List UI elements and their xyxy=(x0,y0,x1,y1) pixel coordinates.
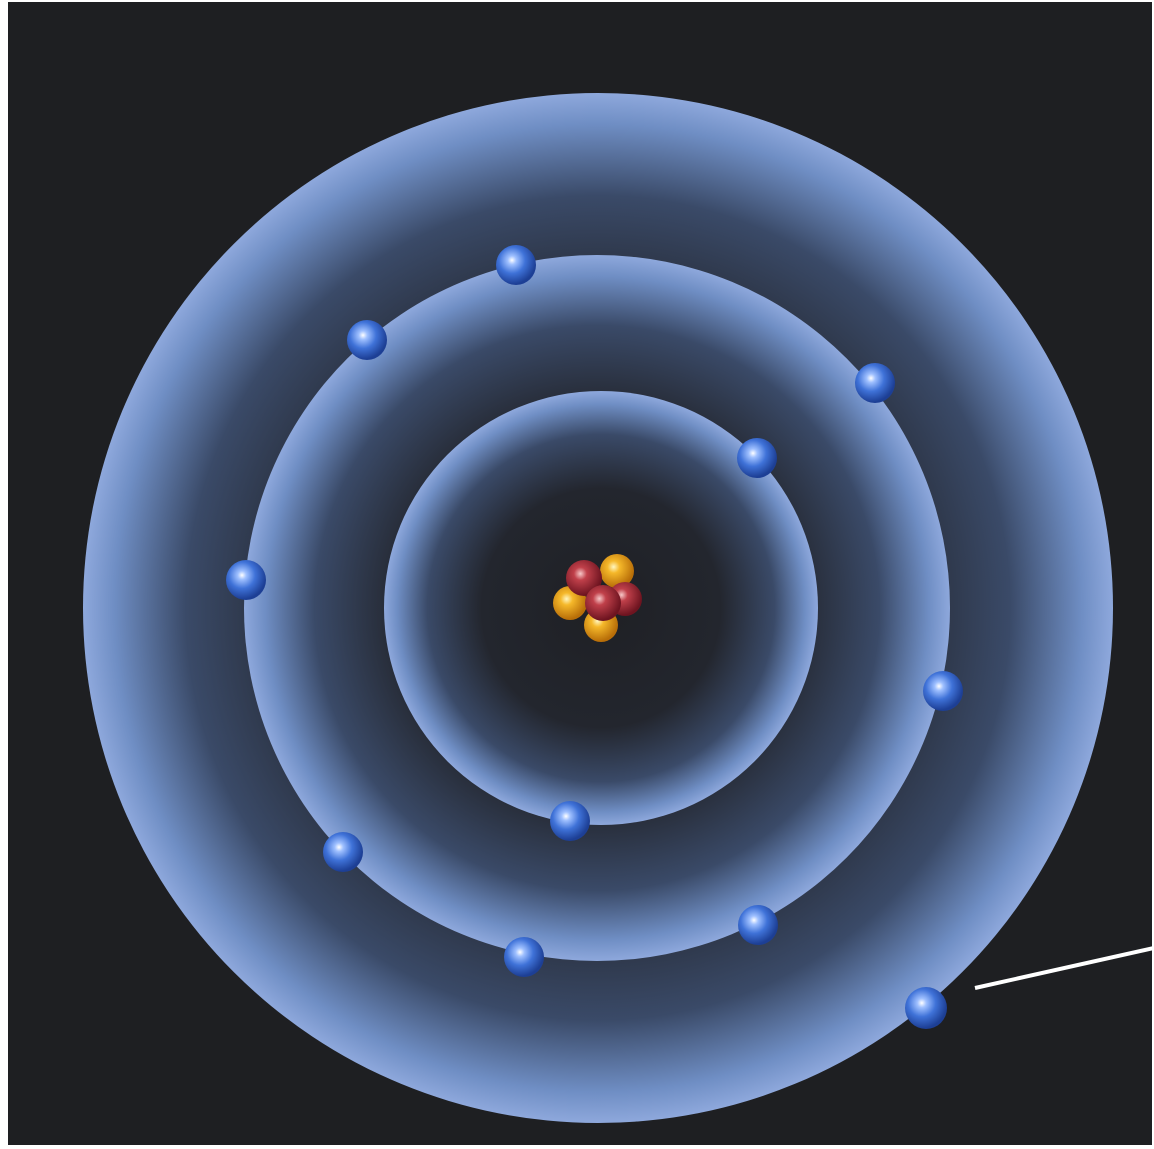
electron xyxy=(855,363,895,403)
electron xyxy=(905,987,947,1029)
electron xyxy=(923,671,963,711)
electrons xyxy=(226,245,963,1029)
proton xyxy=(585,585,621,621)
proton xyxy=(566,560,602,596)
electron xyxy=(226,560,266,600)
neutron xyxy=(600,554,634,588)
electron xyxy=(504,937,544,977)
electron xyxy=(737,438,777,478)
electron xyxy=(347,320,387,360)
pointer-line xyxy=(974,946,1154,990)
electron xyxy=(738,905,778,945)
electron xyxy=(550,801,590,841)
nucleus xyxy=(553,554,642,642)
electron xyxy=(496,245,536,285)
electron xyxy=(323,832,363,872)
